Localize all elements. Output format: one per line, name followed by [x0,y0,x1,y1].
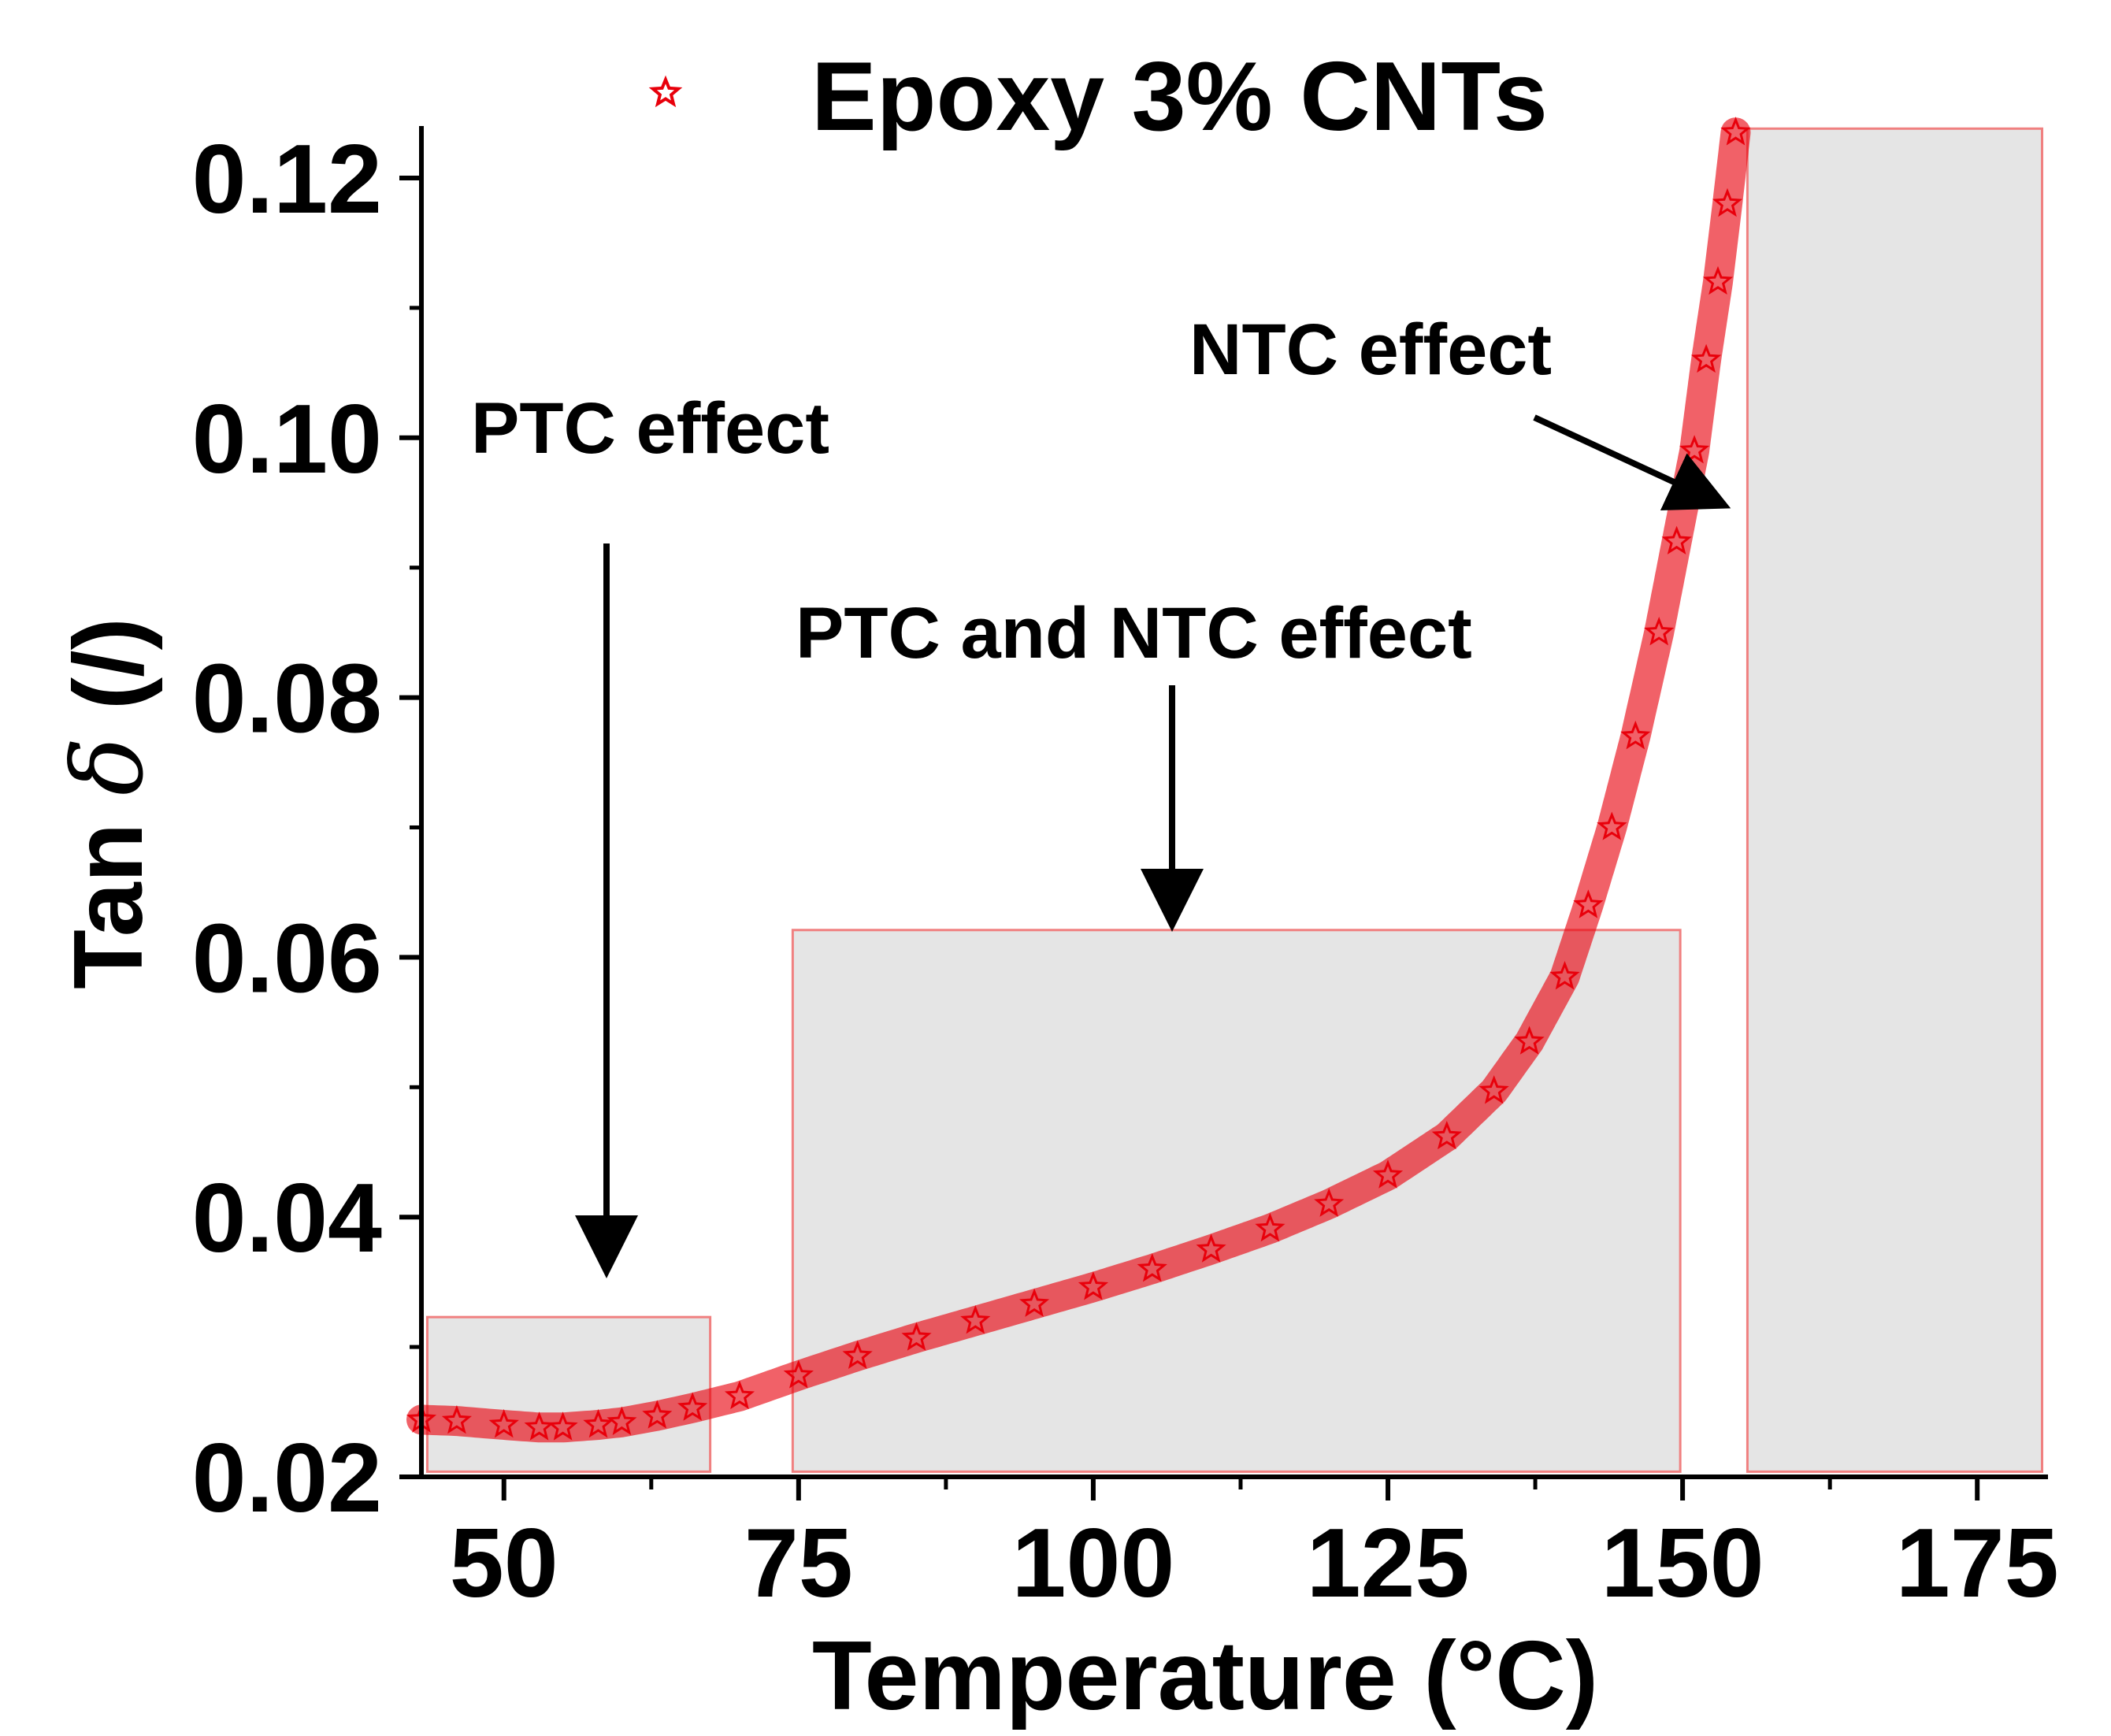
data-point [1661,525,1692,555]
data-point [441,1405,472,1434]
legend-label: Epoxy 3% CNTs [811,43,1548,151]
axes [400,126,2048,1479]
x-tick-label: 150 [1601,1509,1764,1618]
data-point [1620,720,1651,750]
data-point [1372,1159,1404,1189]
y-tick-label: 0.04 [192,1164,382,1273]
y-tick-label: 0.08 [192,645,382,754]
x-tick-label: 75 [744,1509,853,1618]
data-point [960,1305,991,1334]
data-point [1573,889,1604,918]
data-point [1019,1288,1050,1317]
annotation-ptc-ntc: PTC and NTC effect [796,593,1472,673]
data-point [607,1406,637,1436]
data-point [488,1408,519,1438]
x-tick-label: 100 [1011,1509,1174,1618]
y-axis-title-unit: (/) [54,618,163,737]
region-box-0 [425,1315,712,1473]
data-point [583,1408,614,1438]
data-point [1431,1120,1462,1150]
x-tick-label: 125 [1307,1509,1470,1618]
data-point [547,1411,578,1441]
data-point [1478,1075,1509,1104]
y-axis-title: Tan δ (/) [52,618,165,989]
annotations: PTC effect PTC and NTC effect NTC effect [471,310,1731,1278]
annotation-ptc: PTC effect [471,388,829,469]
x-tick-label: 50 [450,1509,558,1618]
data-point [1078,1271,1109,1300]
x-axis-title: Temperature (°C) [812,1622,1598,1730]
x-tick-label: 175 [1896,1509,2059,1618]
data-point [1720,117,1751,146]
data-point [524,1411,555,1441]
data-point [1314,1188,1345,1217]
region-box-2 [1746,127,2044,1473]
data-point [1712,187,1743,217]
annotation-ntc-arrow [1533,414,1731,511]
y-tick-label: 0.10 [192,385,382,494]
data-point [783,1359,814,1389]
data-point [1137,1253,1167,1282]
y-tick-label: 0.06 [192,904,382,1013]
y-tick-label: 0.12 [192,125,382,234]
data-point [901,1322,932,1351]
y-axis-title-delta: δ [52,737,165,796]
data-point [1255,1212,1286,1242]
y-tick-label: 0.02 [192,1424,382,1533]
data-point [842,1340,873,1369]
legend-star-marker [648,75,683,108]
data-point [1597,811,1627,840]
data-point [1196,1233,1226,1263]
y-axis-title-main: Tan [54,796,163,989]
data-point [724,1380,755,1409]
x-ticks: 50 75 100 125 150 175 [450,1477,2059,1618]
legend: Epoxy 3% CNTs [648,43,1548,151]
y-ticks: 0.02 0.04 0.06 0.08 0.10 0.12 [192,125,421,1533]
annotation-ntc: NTC effect [1189,310,1552,390]
data-point [1690,343,1722,373]
data-point [1702,265,1734,295]
data-point [1549,961,1580,990]
data-point [642,1400,673,1429]
data-point [677,1392,708,1421]
data-point [1514,1026,1545,1055]
data-point [1644,617,1675,646]
